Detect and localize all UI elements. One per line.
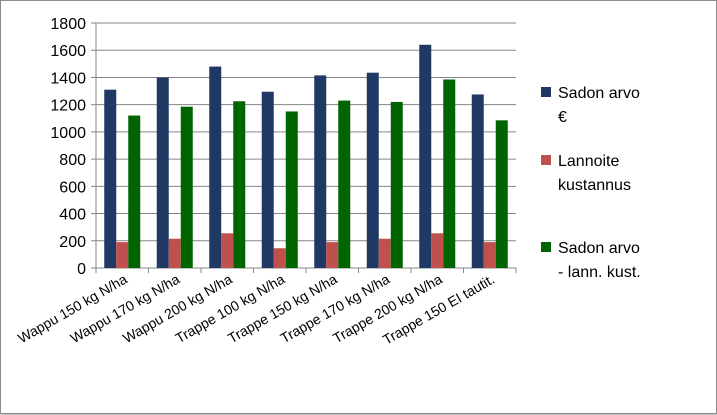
bar-1[interactable] <box>156 77 169 268</box>
y-tick-label: 200 <box>59 234 86 251</box>
y-tick-label: 1800 <box>50 16 86 33</box>
bar-3[interactable] <box>495 120 508 268</box>
y-tick-label: 1000 <box>50 125 86 142</box>
legend-swatch[interactable] <box>541 155 551 165</box>
legend-label[interactable]: Sadon arvo <box>558 240 640 257</box>
bar-3[interactable] <box>128 115 141 268</box>
y-tick-label: 400 <box>59 207 86 224</box>
y-tick-label: 1600 <box>50 43 86 60</box>
bar-2[interactable] <box>116 242 129 268</box>
bar-3[interactable] <box>233 101 246 268</box>
legend-label[interactable]: € <box>558 109 567 126</box>
y-tick-label: 800 <box>59 152 86 169</box>
bar-1[interactable] <box>366 72 379 268</box>
bar-2[interactable] <box>273 248 286 268</box>
y-tick-label: 1200 <box>50 98 86 115</box>
legend-label[interactable]: Sadon arvo <box>558 85 640 102</box>
legend-label[interactable]: kustannus <box>558 177 631 194</box>
bar-2[interactable] <box>431 233 444 268</box>
y-tick-label: 1400 <box>50 70 86 87</box>
legend-swatch[interactable] <box>541 242 551 252</box>
bar-2[interactable] <box>168 238 181 268</box>
bar-3[interactable] <box>390 101 403 268</box>
bar-1[interactable] <box>314 75 327 269</box>
bar-1[interactable] <box>104 89 117 268</box>
bar-1[interactable] <box>261 91 274 268</box>
y-tick-label: 0 <box>77 261 86 278</box>
legend-swatch[interactable] <box>541 87 551 97</box>
bar-1[interactable] <box>419 44 432 269</box>
bar-2[interactable] <box>483 242 496 268</box>
bar-2[interactable] <box>221 233 234 268</box>
bar-3[interactable] <box>285 111 298 268</box>
bar-1[interactable] <box>471 94 484 268</box>
legend-label[interactable]: Lannoite <box>558 153 619 170</box>
bar-3[interactable] <box>443 79 456 268</box>
bar-3[interactable] <box>338 100 351 268</box>
bar-1[interactable] <box>209 66 222 268</box>
bar-3[interactable] <box>180 106 193 268</box>
y-tick-label: 600 <box>59 179 86 196</box>
legend-label[interactable]: - lann. kust. <box>558 264 641 281</box>
bar-2[interactable] <box>326 242 339 268</box>
bar-2[interactable] <box>378 238 391 268</box>
